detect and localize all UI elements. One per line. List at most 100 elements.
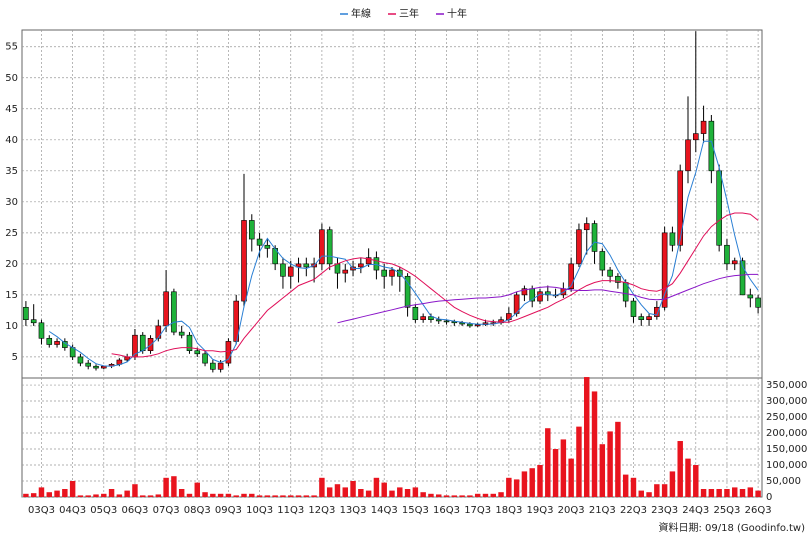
- candle-body: [428, 316, 434, 320]
- x-tick-label: 21Q3: [589, 505, 616, 516]
- volume-bar: [132, 484, 138, 497]
- candle-body: [708, 120, 715, 172]
- candle-body: [171, 291, 177, 333]
- x-tick-label: 10Q3: [246, 505, 273, 516]
- ma-line: [49, 140, 759, 367]
- candle-body: [755, 297, 761, 308]
- candle-body: [654, 306, 660, 317]
- candle-body: [163, 291, 169, 327]
- volume-bar: [708, 489, 715, 497]
- footer: 資料日期: 09/18 (Goodinfo.tw): [658, 521, 805, 534]
- x-tick-label: 20Q3: [558, 505, 585, 516]
- volume-bar: [241, 493, 247, 497]
- candle-body: [295, 263, 302, 268]
- volume-bar: [529, 468, 535, 497]
- volume-bar: [178, 489, 185, 497]
- ma-line: [111, 212, 759, 358]
- volume-bar: [38, 487, 45, 497]
- volume-bar: [661, 484, 668, 497]
- volume-bar: [482, 493, 489, 497]
- volume-bar: [69, 481, 76, 497]
- y2-tick-label: 250,000: [766, 412, 807, 423]
- volume-bar: [451, 495, 458, 497]
- candle-body: [389, 269, 395, 277]
- volume-bar: [654, 484, 660, 497]
- candle-body: [583, 223, 590, 231]
- candle-body: [46, 337, 53, 345]
- y-tick-label: 20: [5, 259, 18, 270]
- volume-bar: [147, 495, 154, 497]
- candle-body: [264, 244, 271, 249]
- volume-bar: [350, 481, 356, 497]
- candle-body: [420, 316, 426, 320]
- y-tick-label: 45: [5, 104, 18, 115]
- volume-bar: [552, 449, 559, 497]
- candle-body: [731, 260, 738, 265]
- volume-bar: [62, 489, 68, 497]
- candle-body: [334, 263, 341, 274]
- volume-bar: [521, 471, 528, 497]
- volume-bar: [101, 493, 107, 497]
- volume-bar: [365, 490, 372, 497]
- y-tick-label: 55: [5, 42, 18, 53]
- volume-bar: [249, 493, 255, 497]
- volume-bar: [412, 487, 419, 497]
- x-tick-label: 26Q3: [745, 505, 772, 516]
- legend-label: 十年: [447, 7, 467, 20]
- candle-body: [342, 269, 349, 274]
- candle-body: [256, 238, 263, 246]
- x-tick-label: 24Q3: [682, 505, 709, 516]
- volume-bar: [615, 421, 621, 497]
- volume-bar: [693, 465, 699, 497]
- volume-bar: [389, 490, 395, 497]
- volume-bar: [272, 495, 278, 497]
- candle-body: [630, 300, 637, 317]
- volume-bar: [420, 492, 426, 497]
- y2-tick-label: 200,000: [766, 428, 807, 439]
- candle-body: [739, 260, 746, 296]
- volume-bar: [545, 428, 551, 497]
- candle-body: [303, 263, 310, 268]
- candle-body: [747, 294, 754, 299]
- candle-body: [459, 322, 465, 325]
- candle-body: [537, 291, 543, 302]
- candle-body: [326, 229, 333, 265]
- candle-body: [576, 229, 582, 265]
- volume-bar: [474, 493, 481, 497]
- candle-body: [155, 325, 162, 339]
- candle-body: [54, 341, 60, 345]
- x-tick-label: 03Q3: [28, 505, 55, 516]
- candle-body: [467, 323, 473, 327]
- volume-bar: [685, 458, 691, 497]
- ma-line: [337, 273, 759, 324]
- volume-bar: [732, 487, 738, 497]
- candle-body: [474, 324, 481, 327]
- volume-bar: [568, 458, 574, 497]
- volume-bar: [498, 492, 504, 497]
- volume-bar: [373, 477, 380, 497]
- candle-body: [669, 232, 676, 246]
- candle-body: [607, 269, 613, 277]
- volume-bar: [23, 493, 29, 497]
- x-tick-label: 08Q3: [184, 505, 211, 516]
- candle-body: [599, 251, 606, 271]
- volume-bar: [108, 489, 115, 497]
- candle-body: [381, 269, 388, 277]
- volume-bar: [202, 492, 208, 497]
- volume-bar: [669, 471, 676, 497]
- volume-bar: [334, 484, 341, 497]
- volume-bar: [506, 477, 512, 497]
- candle-body: [692, 133, 699, 141]
- volume-bar: [264, 495, 271, 497]
- y-tick-label: 30: [5, 197, 18, 208]
- candle-body: [93, 365, 99, 369]
- y-tick-label: 25: [5, 228, 18, 239]
- y-tick-label: 5: [12, 352, 18, 363]
- candle-body: [412, 306, 419, 320]
- candle-body: [700, 120, 707, 134]
- candle-body: [404, 275, 411, 308]
- candle-body: [724, 244, 730, 265]
- candle-body: [677, 170, 684, 246]
- x-tick-label: 23Q3: [651, 505, 678, 516]
- y2-tick-label: 300,000: [766, 396, 807, 407]
